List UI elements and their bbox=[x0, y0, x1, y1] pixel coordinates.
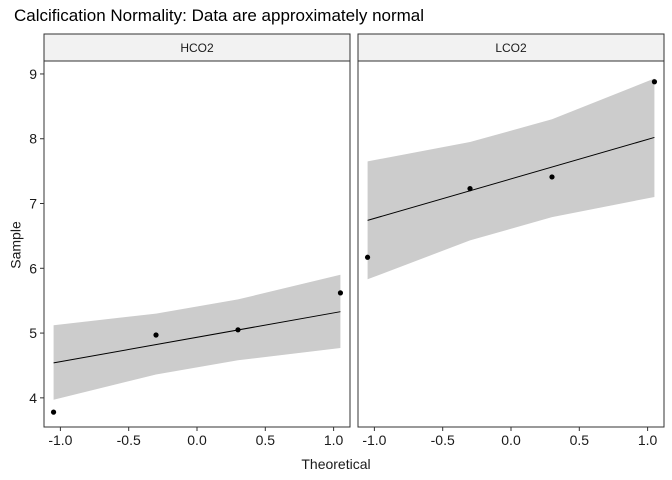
x-tick-label: -1.0 bbox=[362, 432, 386, 448]
y-tick-label: 4 bbox=[29, 390, 37, 406]
data-point bbox=[364, 254, 371, 260]
reference-line bbox=[367, 136, 655, 221]
strip-label: HCO2 bbox=[180, 41, 214, 55]
data-point bbox=[467, 186, 473, 192]
data-point bbox=[50, 409, 57, 415]
data-point bbox=[651, 79, 658, 85]
x-tick-label: 1.0 bbox=[324, 432, 344, 448]
data-point bbox=[549, 174, 555, 180]
x-tick-label: -0.5 bbox=[117, 432, 141, 448]
data-point bbox=[337, 290, 344, 296]
x-tick-label: -0.5 bbox=[431, 432, 455, 448]
x-tick-label: -1.0 bbox=[48, 432, 72, 448]
y-tick-label: 6 bbox=[29, 260, 37, 276]
data-point bbox=[153, 332, 159, 338]
strip-label: LCO2 bbox=[495, 41, 527, 55]
y-axis-label: Sample bbox=[7, 221, 24, 269]
y-tick-label: 7 bbox=[29, 196, 37, 212]
y-tick-label: 8 bbox=[29, 131, 37, 147]
data-point bbox=[235, 327, 241, 333]
x-tick-label: 0.0 bbox=[501, 432, 521, 448]
reference-line bbox=[53, 311, 341, 364]
y-tick-label: 5 bbox=[29, 325, 37, 341]
x-tick-label: 1.0 bbox=[638, 432, 658, 448]
x-tick-label: 0.5 bbox=[570, 432, 590, 448]
y-tick-label: 9 bbox=[29, 66, 37, 82]
chart-title: Calcification Normality: Data are approx… bbox=[14, 6, 425, 25]
x-tick-label: 0.0 bbox=[187, 432, 207, 448]
x-tick-label: 0.5 bbox=[256, 432, 276, 448]
strip-HCO2 bbox=[43, 33, 351, 62]
x-axis-label: Theoretical bbox=[301, 456, 371, 472]
